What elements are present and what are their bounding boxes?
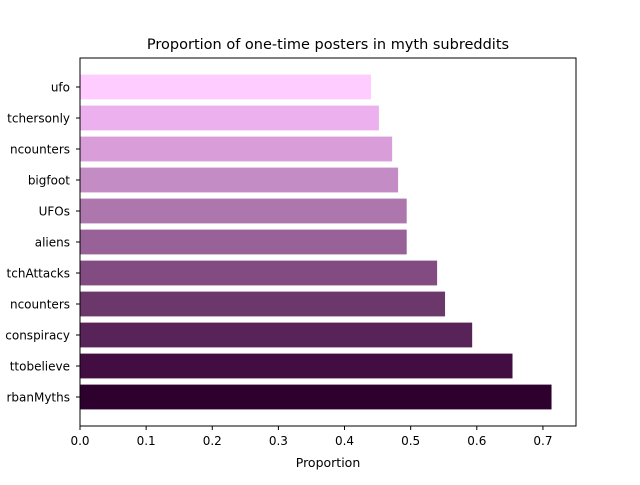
x-tick-label: 0.3	[269, 434, 288, 448]
bar	[80, 291, 446, 317]
y-tick-label: conspiracy	[5, 329, 70, 343]
y-axis: ufo tchersonly ncounters bigfoot UFOs aliens t…	[5, 81, 80, 405]
y-tick-label: UFOs	[39, 205, 70, 219]
y-tick-label: ncounters	[10, 143, 70, 157]
bars	[80, 74, 552, 410]
bar	[80, 260, 438, 286]
bar	[80, 105, 379, 131]
x-tick-label: 0.5	[401, 434, 420, 448]
y-tick-label: tchAttacks	[7, 267, 70, 281]
x-tick-label: 0.2	[203, 434, 222, 448]
x-axis-label: Proportion	[296, 455, 361, 470]
y-tick-label: tchersonly	[7, 112, 70, 126]
x-tick-label: 0.7	[533, 434, 552, 448]
y-tick-label: ncounters	[10, 298, 70, 312]
bar	[80, 136, 393, 162]
y-tick-label: rbanMyths	[6, 391, 70, 405]
bar	[80, 167, 399, 193]
chart-title: Proportion of one-time posters in myth s…	[147, 37, 509, 53]
y-tick-label: aliens	[35, 236, 70, 250]
bar	[80, 198, 407, 224]
x-tick-label: 0.0	[70, 434, 89, 448]
y-tick-label: bigfoot	[28, 174, 70, 188]
x-tick-label: 0.1	[137, 434, 156, 448]
x-axis: 0.0 0.1 0.2 0.3 0.4 0.5 0.6 0.7	[70, 426, 552, 448]
bar	[80, 74, 371, 100]
y-tick-label: ttobelieve	[10, 360, 70, 374]
x-tick-label: 0.4	[335, 434, 354, 448]
y-tick-label: ufo	[51, 81, 70, 95]
bar	[80, 229, 407, 255]
bar	[80, 353, 513, 379]
bar	[80, 384, 552, 410]
bar	[80, 322, 473, 348]
x-tick-label: 0.6	[467, 434, 486, 448]
